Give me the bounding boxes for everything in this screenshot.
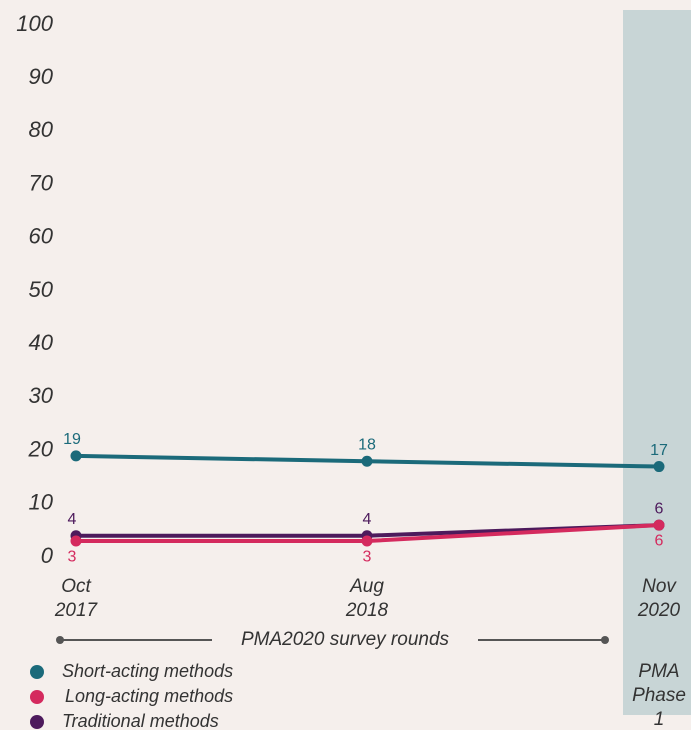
annotation-dot (601, 636, 609, 644)
shaded-band (623, 10, 691, 715)
y-tick-label: 100 (16, 11, 53, 36)
legend-label: Short-acting methods (62, 661, 233, 681)
data-point (653, 519, 665, 531)
annotation: PMA Phase 1 (632, 661, 686, 730)
y-tick-label: 80 (29, 117, 54, 142)
legend-label: Traditional methods (62, 711, 219, 730)
y-tick-label: 30 (29, 383, 54, 408)
y-tick-label: 60 (29, 224, 54, 249)
data-label: 19 (63, 431, 81, 448)
data-point (361, 535, 373, 547)
y-tick-label: 70 (29, 170, 54, 195)
y-tick-label: 20 (28, 436, 54, 461)
y-tick-label: 50 (29, 277, 54, 302)
annotation-dot (56, 636, 64, 644)
annotation: PMA2020 survey rounds (241, 629, 450, 650)
x-tick-label: Aug 2018 (345, 576, 389, 621)
legend-marker (30, 665, 44, 679)
data-label: 18 (358, 436, 376, 453)
legend-marker (30, 690, 44, 704)
data-label: 3 (68, 548, 77, 565)
y-tick-label: 40 (29, 330, 54, 355)
legend-marker (30, 715, 44, 729)
data-label: 4 (363, 511, 372, 528)
y-tick-label: 10 (29, 490, 54, 515)
data-point (70, 450, 82, 462)
data-label: 6 (655, 500, 664, 517)
x-tick-label: Nov 2020 (637, 576, 681, 621)
data-point (70, 535, 82, 547)
data-label: 4 (68, 511, 77, 528)
x-tick-label: Oct 2017 (54, 576, 98, 621)
y-tick-label: 0 (41, 543, 54, 568)
data-label: 3 (363, 548, 372, 565)
data-point (653, 461, 665, 473)
data-point (361, 455, 373, 467)
data-label: 6 (655, 532, 664, 549)
legend-label: Long-acting methods (65, 686, 233, 706)
data-label: 17 (650, 442, 668, 459)
y-tick-label: 90 (29, 64, 54, 89)
